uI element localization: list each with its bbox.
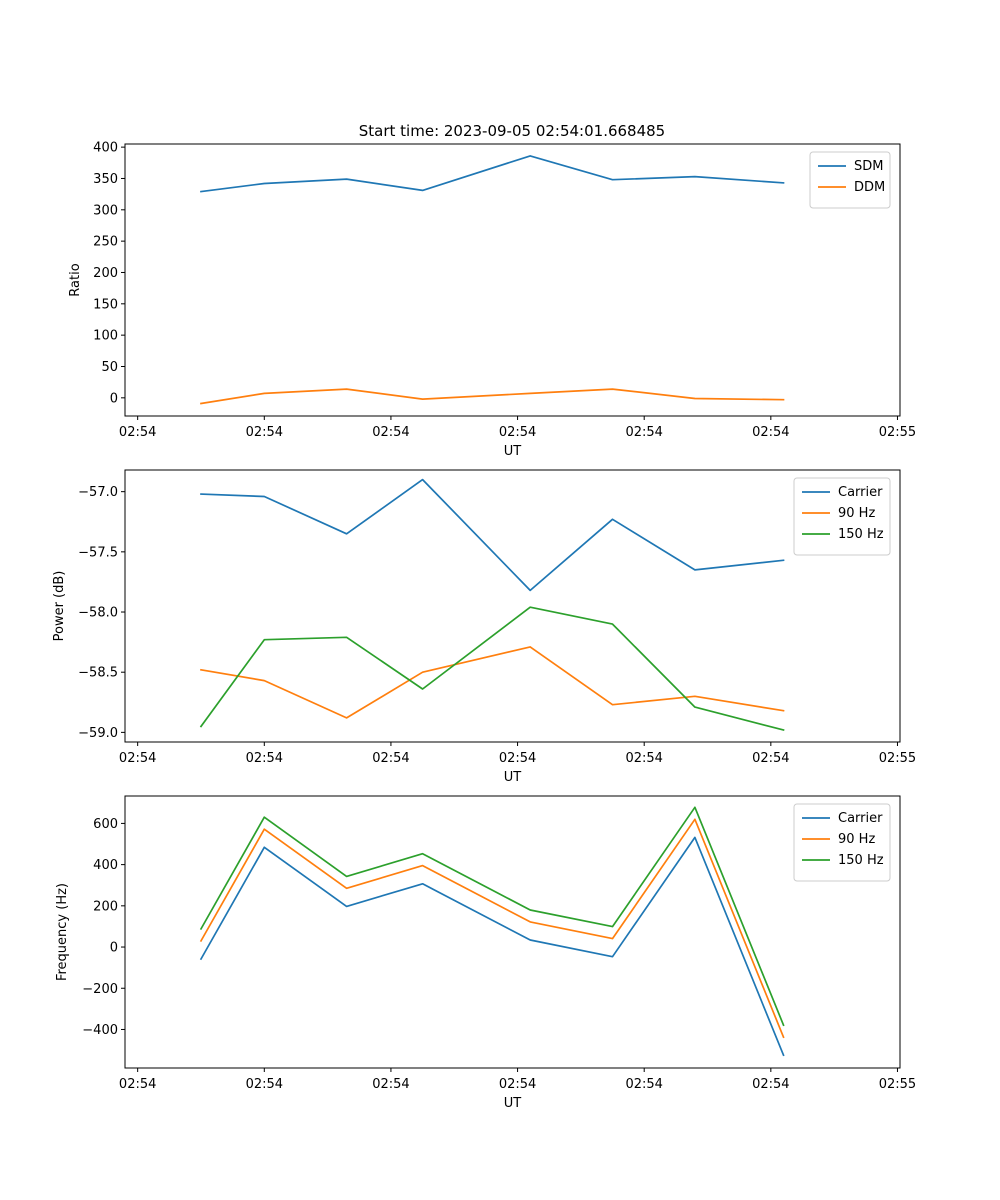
y-axis-label: Ratio: [68, 263, 83, 296]
x-tick-label: 02:54: [246, 1077, 283, 1092]
x-tick-label: 02:55: [879, 425, 916, 440]
series-line-ddm: [200, 388, 785, 405]
legend-frame: [793, 477, 891, 556]
plots-container: 0 50 100 150 200 250 300 350 400 02:54 02:54 02:54 0…: [52, 141, 916, 1111]
x-tick-label: 02:54: [752, 425, 789, 440]
x-axis-label: UT: [504, 770, 522, 785]
x-tick-label: 02:54: [625, 1077, 662, 1092]
x-tick-label: 02:54: [499, 1077, 536, 1092]
legend-label: Carrier: [838, 485, 883, 500]
legend-label: 90 Hz: [838, 506, 875, 521]
y-tick-label: 200: [93, 266, 118, 281]
x-tick-label: 02:54: [372, 425, 409, 440]
y-tick-label: 100: [93, 329, 118, 344]
legend-label: SDM: [854, 159, 883, 174]
legend-label: Carrier: [838, 811, 883, 826]
x-axis-label: UT: [504, 1096, 522, 1111]
x-tick-label: 02:54: [119, 425, 156, 440]
x-tick-label: 02:54: [499, 425, 536, 440]
legend-frame: [793, 803, 891, 882]
axes-frame: [124, 795, 901, 1069]
x-tick-label: 02:54: [752, 751, 789, 766]
y-tick-label: 200: [93, 899, 118, 914]
y-tick-label: 400: [93, 141, 118, 156]
x-tick-label: 02:54: [246, 425, 283, 440]
y-tick-label: −58.5: [78, 666, 118, 681]
y-tick-label: 300: [93, 203, 118, 218]
y-tick-label: 50: [101, 360, 118, 375]
legend-label: DDM: [854, 180, 885, 195]
y-tick-label: −57.5: [78, 545, 118, 560]
series-line-90-hz: [199, 818, 785, 1039]
series-line-carrier: [200, 478, 785, 592]
series-line-carrier: [199, 836, 785, 1057]
x-tick-label: 02:54: [372, 1077, 409, 1092]
x-axis-label: UT: [504, 444, 522, 459]
subplot-2: −57.0−57.5−58.0−58.5−59.002:54 02:54 02:54…: [52, 469, 916, 785]
subplot-3: 600 400 200 0 −200 −400 02:54 02:54 02:54 02:54 02…: [55, 795, 916, 1111]
legend-label: 150 Hz: [838, 853, 884, 868]
y-tick-label: 150: [93, 297, 118, 312]
legend-label: 150 Hz: [838, 527, 884, 542]
y-axis-label: Power (dB): [52, 571, 67, 642]
y-tick-label: 400: [93, 858, 118, 873]
y-tick-label: 0: [110, 941, 118, 956]
x-tick-label: 02:54: [119, 751, 156, 766]
axes-frame: [124, 143, 901, 417]
series-line-150-hz: [199, 606, 785, 732]
x-tick-label: 02:54: [499, 751, 536, 766]
y-tick-label: −400: [82, 1023, 118, 1038]
y-axis-label: Frequency (Hz): [55, 883, 70, 981]
y-tick-label: −58.0: [78, 606, 118, 621]
series-line-90-hz: [200, 646, 785, 719]
y-tick-label: 250: [93, 235, 118, 250]
x-tick-label: 02:54: [246, 751, 283, 766]
legend: Carrier 90 Hz 150 Hz: [793, 803, 891, 882]
x-tick-label: 02:54: [752, 1077, 789, 1092]
y-tick-label: 0: [110, 391, 118, 406]
legend: SDM DDM: [809, 151, 891, 209]
axes-frame: [124, 469, 901, 743]
y-tick-label: −59.0: [78, 726, 118, 741]
y-tick-label: 600: [93, 817, 118, 832]
x-tick-label: 02:55: [879, 751, 916, 766]
subplot-1: 0 50 100 150 200 250 300 350 400 02:54 02:54 02:54 0…: [68, 141, 916, 459]
legend-label: 90 Hz: [838, 832, 875, 847]
figure-title: Start time: 2023-09-05 02:54:01.668485: [359, 122, 665, 140]
x-tick-label: 02:54: [625, 425, 662, 440]
y-tick-label: 350: [93, 172, 118, 187]
x-tick-label: 02:54: [625, 751, 662, 766]
y-tick-label: −200: [82, 982, 118, 997]
y-tick-label: −57.0: [78, 485, 118, 500]
x-tick-label: 02:55: [879, 1077, 916, 1092]
x-tick-label: 02:54: [119, 1077, 156, 1092]
legend: Carrier 90 Hz 150 Hz: [793, 477, 891, 556]
series-line-sdm: [200, 155, 785, 193]
x-tick-label: 02:54: [372, 751, 409, 766]
series-line-150-hz: [199, 806, 785, 1027]
